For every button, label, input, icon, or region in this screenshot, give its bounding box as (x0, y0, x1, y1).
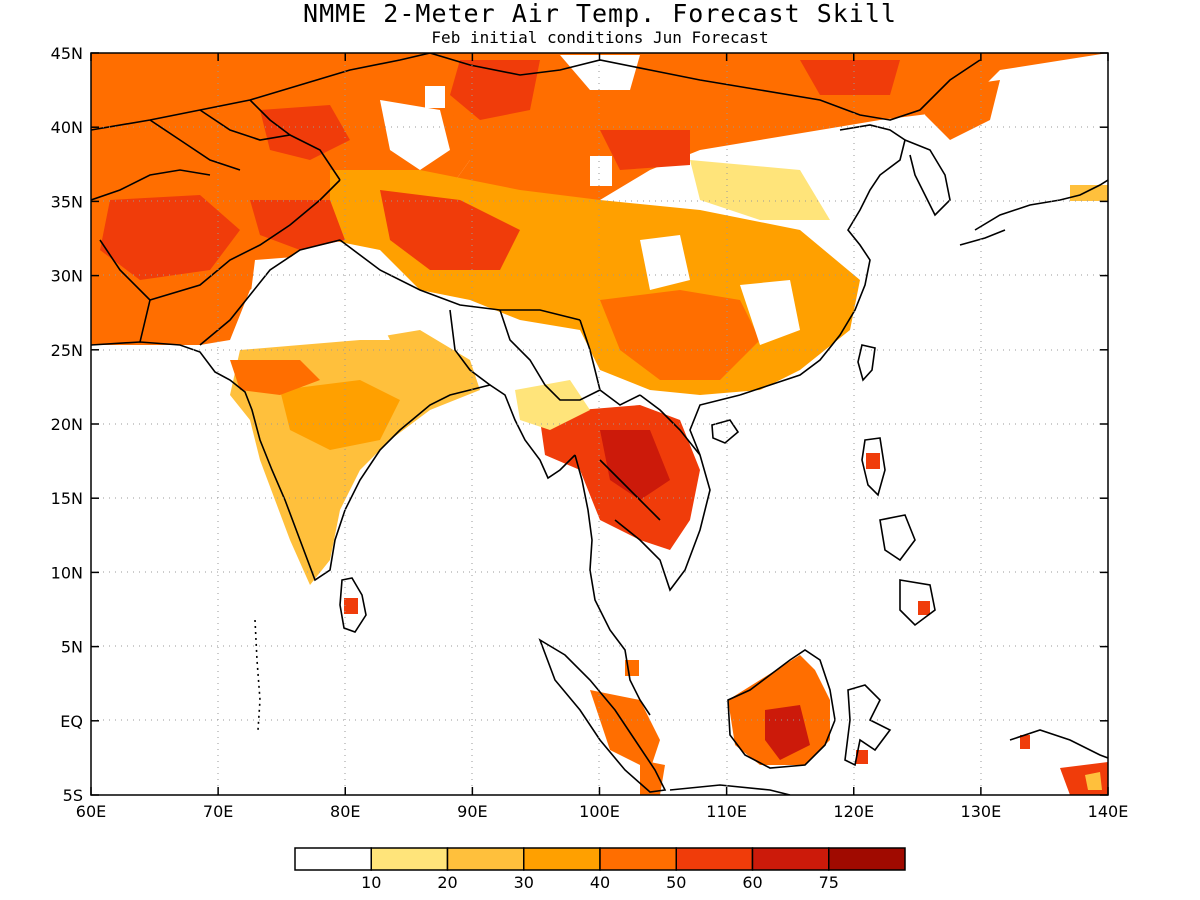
x-tick-label: 130E (961, 802, 1002, 821)
y-tick-label: 40N (51, 118, 83, 137)
x-tick-label: 60E (76, 802, 106, 821)
x-tick-label: 70E (203, 802, 233, 821)
x-tick-label: 110E (706, 802, 747, 821)
colorbar-label: 60 (742, 873, 762, 892)
y-tick-label: 5N (61, 638, 83, 657)
colorbar-swatch (294, 847, 372, 871)
x-tick-label: 120E (833, 802, 874, 821)
colorbar-swatch (675, 847, 754, 871)
y-tick-label: 45N (51, 44, 83, 63)
y-tick-label: 5S (63, 786, 83, 805)
colorbar-swatch (828, 847, 906, 871)
y-tick-label: 35N (51, 192, 83, 211)
x-axis: 60E 70E 80E 90E 100E 110E 120E 130E 140E (76, 53, 1129, 821)
colorbar-swatch (751, 847, 830, 871)
x-tick-label: 140E (1088, 802, 1129, 821)
y-tick-label: 10N (51, 563, 83, 582)
colorbar-label: 30 (514, 873, 534, 892)
colorbar-swatch (599, 847, 677, 871)
gridlines (91, 53, 1108, 795)
chart-subtitle: Feb initial conditions Jun Forecast (431, 28, 769, 47)
colorbar-label: 50 (666, 873, 686, 892)
y-axis: 45N 40N 35N 30N 25N 20N 15N 10N 5N EQ 5S (51, 44, 1108, 805)
skill-shading (91, 53, 1108, 795)
colorbar-label: 10 (361, 873, 381, 892)
colorbar-label: 75 (819, 873, 839, 892)
y-tick-label: 30N (51, 267, 83, 286)
coastlines (91, 53, 1108, 795)
colorbar-label: 40 (590, 873, 610, 892)
x-tick-label: 80E (330, 802, 360, 821)
x-tick-label: 100E (579, 802, 620, 821)
colorbar-label: 20 (437, 873, 457, 892)
colorbar: 10 20 30 40 50 60 75 (294, 847, 906, 892)
y-tick-label: 25N (51, 341, 83, 360)
x-tick-label: 90E (457, 802, 487, 821)
chart-title: NMME 2-Meter Air Temp. Forecast Skill (303, 0, 897, 28)
y-tick-label: 20N (51, 415, 83, 434)
y-tick-label: EQ (60, 712, 83, 731)
colorbar-swatch (370, 847, 449, 871)
colorbar-swatch (446, 847, 525, 871)
y-tick-label: 15N (51, 489, 83, 508)
colorbar-swatch (523, 847, 601, 871)
